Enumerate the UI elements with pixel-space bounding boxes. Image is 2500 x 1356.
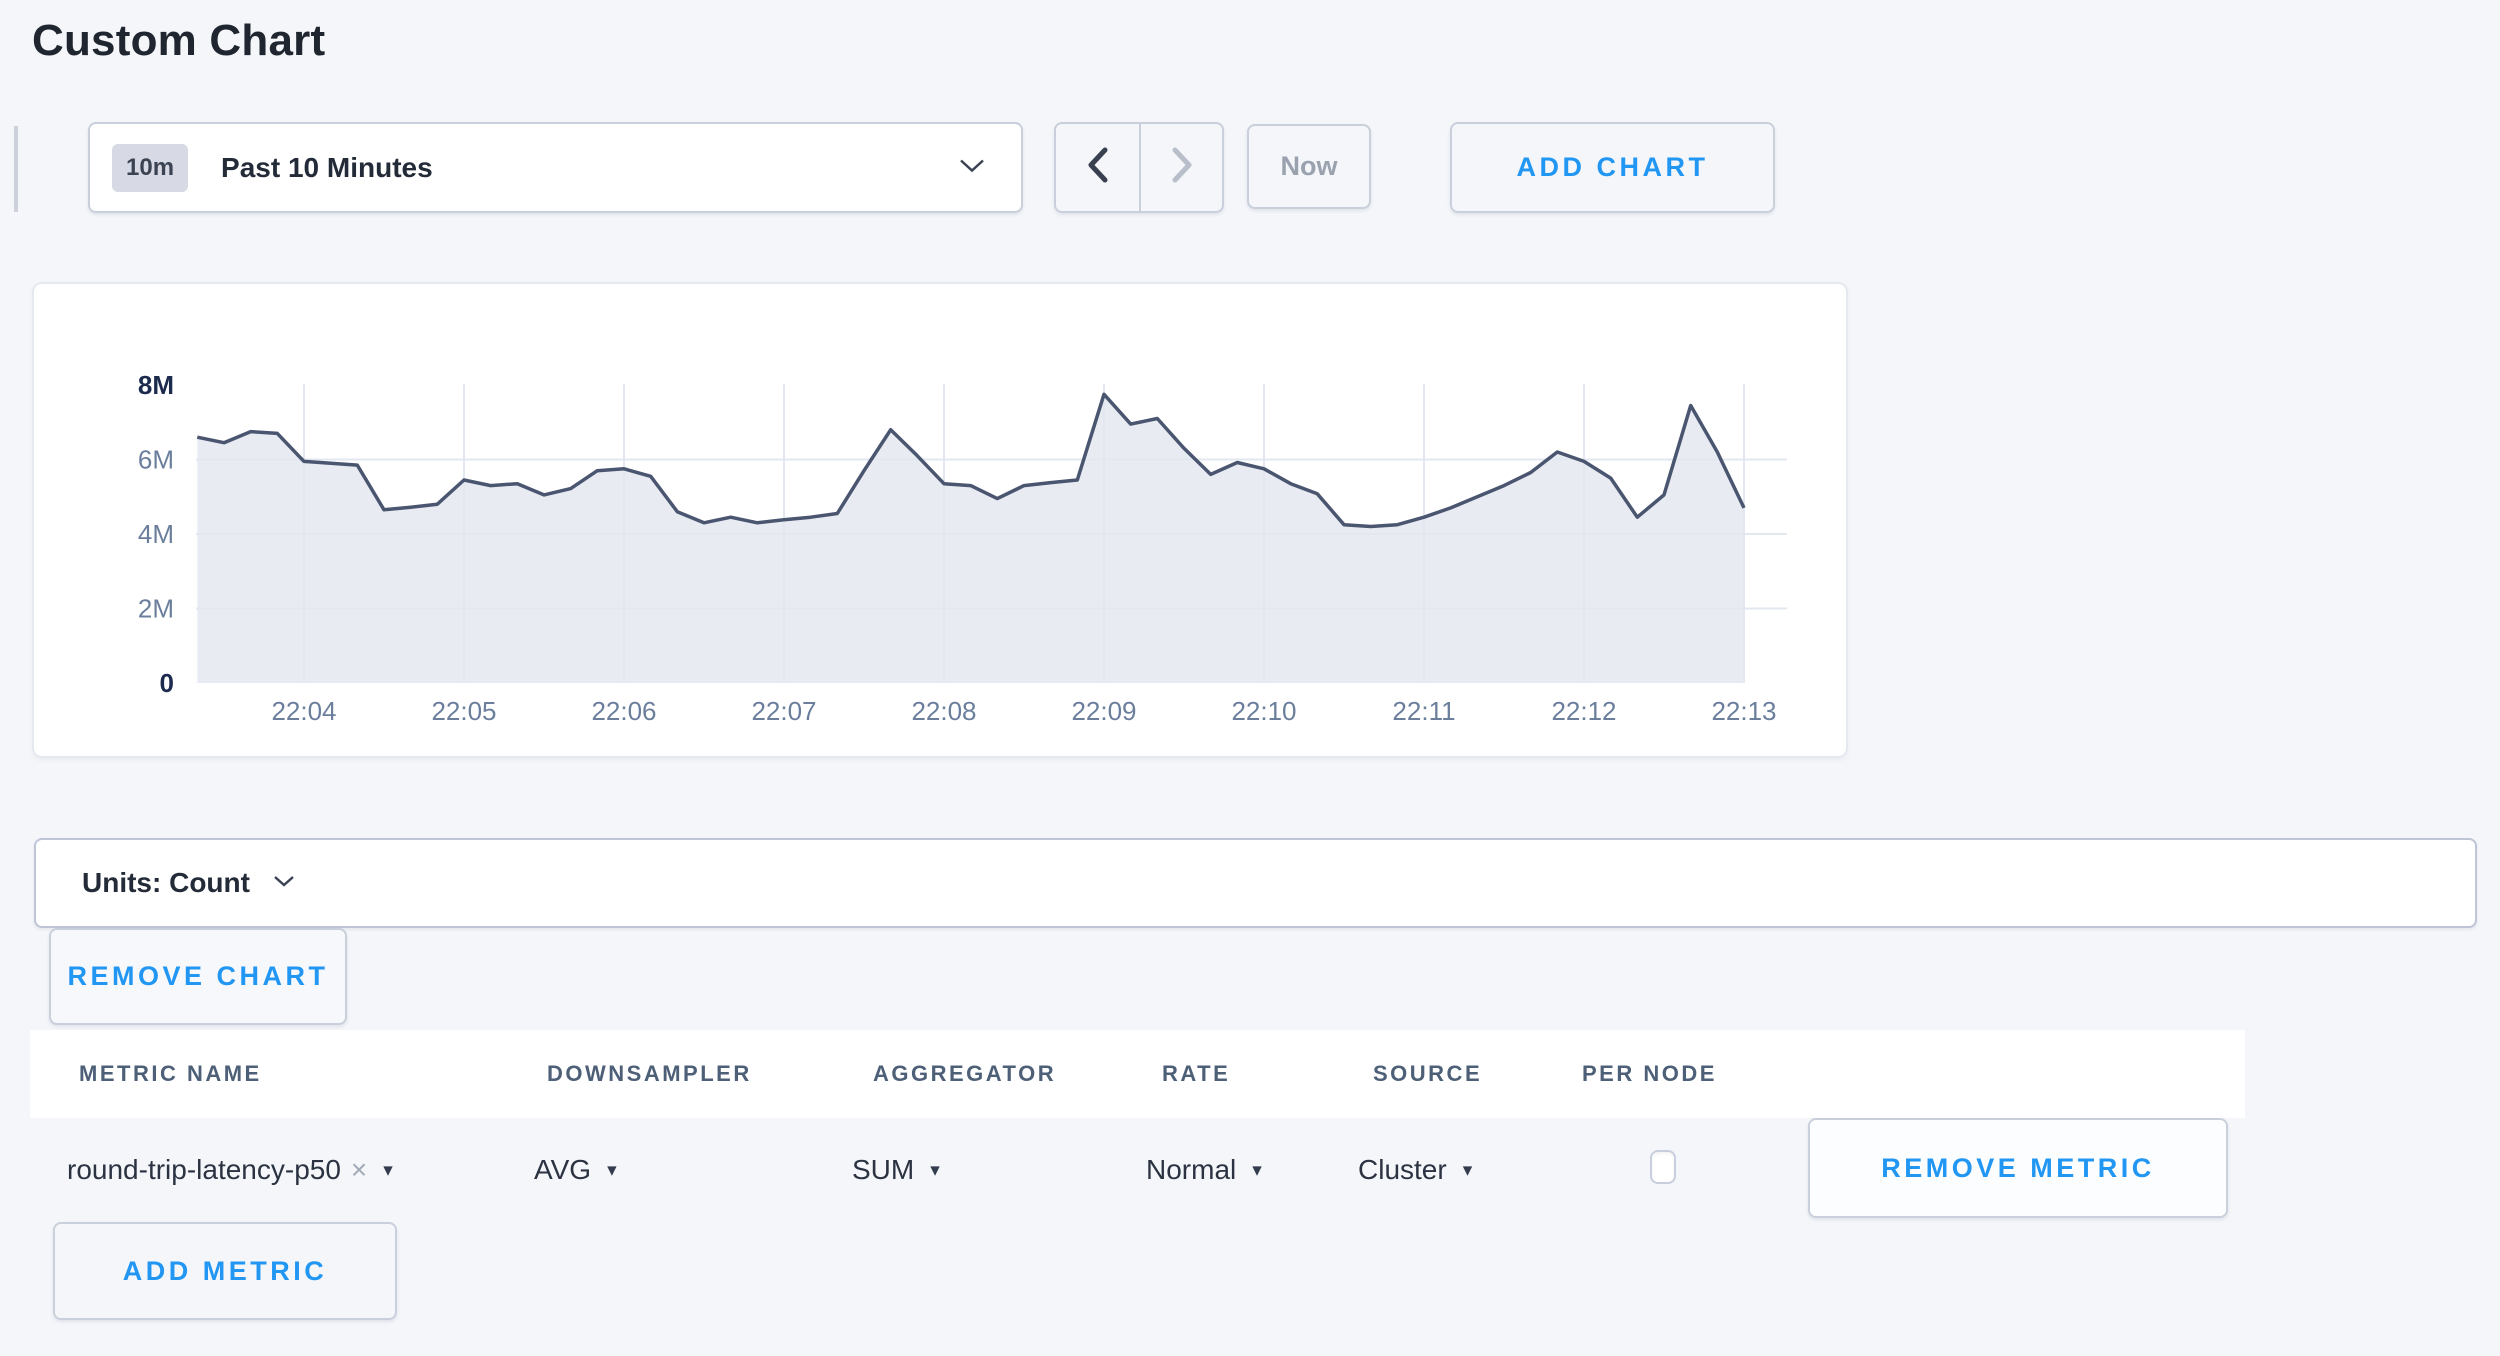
svg-text:2M: 2M [138,594,174,624]
remove-metric-button[interactable]: REMOVE METRIC [1808,1118,2228,1218]
close-icon[interactable]: × [350,1154,368,1185]
svg-text:22:11: 22:11 [1392,696,1455,726]
time-nav-group [1054,122,1224,213]
svg-text:22:07: 22:07 [751,696,816,726]
header-metric-name: METRIC NAME [79,1061,262,1086]
x-axis-labels: 22:04 22:05 22:06 22:07 22:08 22:09 22:10 22:11… [271,696,1776,726]
time-window-select[interactable]: 10m Past 10 Minutes [88,122,1023,213]
next-time-button[interactable] [1139,124,1222,211]
header-source: SOURCE [1373,1061,1483,1086]
svg-text:22:09: 22:09 [1071,696,1136,726]
prev-time-button[interactable] [1056,124,1139,211]
rate-value: Normal [1146,1154,1237,1185]
svg-text:4M: 4M [138,519,174,549]
series-area [197,394,1744,683]
per-node-checkbox[interactable] [1650,1150,1676,1184]
aggregator-value: SUM [852,1154,915,1185]
svg-text:8M: 8M [138,370,174,400]
metric-chart-card: 0 2M 4M 6M 8M 22:04 22:05 22:06 22:07 22:08 22:09 2… [32,282,1848,758]
svg-text:22:08: 22:08 [911,696,976,726]
page-title: Custom Chart [32,16,326,65]
chevron-right-icon [1169,146,1195,189]
metric-name-value: round-trip-latency-p50 [67,1154,341,1185]
units-select[interactable]: Units: Count [34,838,2477,928]
caret-down-icon: ▾ [930,1159,940,1181]
units-label: Units: Count [82,867,250,898]
gridlines [196,384,1787,683]
toolbar-divider [14,126,18,212]
time-window-label: Past 10 Minutes [221,151,433,183]
caret-down-icon: ▾ [1252,1159,1262,1181]
header-downsampler: DOWNSAMPLER [547,1061,752,1086]
time-window-badge: 10m [112,143,189,192]
source-select[interactable]: Cluster ▾ [1358,1146,1472,1194]
rate-select[interactable]: Normal ▾ [1146,1146,1262,1194]
svg-text:0: 0 [160,668,174,698]
svg-text:22:10: 22:10 [1231,696,1296,726]
remove-chart-button[interactable]: REMOVE CHART [49,928,347,1025]
svg-text:22:06: 22:06 [591,696,656,726]
add-metric-button[interactable]: ADD METRIC [53,1222,397,1320]
caret-down-icon: ▾ [383,1159,393,1181]
caret-down-icon: ▾ [607,1159,617,1181]
downsampler-value: AVG [534,1154,592,1185]
svg-text:22:12: 22:12 [1551,696,1616,726]
metric-name-select[interactable]: round-trip-latency-p50 × ▾ [67,1146,393,1194]
caret-down-icon: ▾ [1462,1159,1473,1181]
header-aggregator: AGGREGATOR [873,1061,1057,1086]
now-button[interactable]: Now [1247,124,1371,209]
chevron-left-icon [1085,146,1111,189]
svg-text:6M: 6M [138,445,174,475]
chevron-down-icon [957,155,987,180]
series-line [196,392,1746,529]
downsampler-select[interactable]: AVG ▾ [534,1146,617,1194]
svg-text:22:13: 22:13 [1711,696,1776,726]
chevron-down-icon [272,873,296,894]
add-chart-button[interactable]: ADD CHART [1450,122,1775,213]
header-per-node: PER NODE [1582,1061,1717,1086]
svg-text:22:04: 22:04 [271,696,336,726]
header-rate: RATE [1162,1061,1231,1086]
y-axis-labels: 0 2M 4M 6M 8M [138,370,174,698]
aggregator-select[interactable]: SUM ▾ [852,1146,940,1194]
source-value: Cluster [1358,1154,1447,1185]
svg-text:22:05: 22:05 [431,696,496,726]
metrics-table-header: METRIC NAME DOWNSAMPLER AGGREGATOR RATE … [30,1030,2245,1118]
